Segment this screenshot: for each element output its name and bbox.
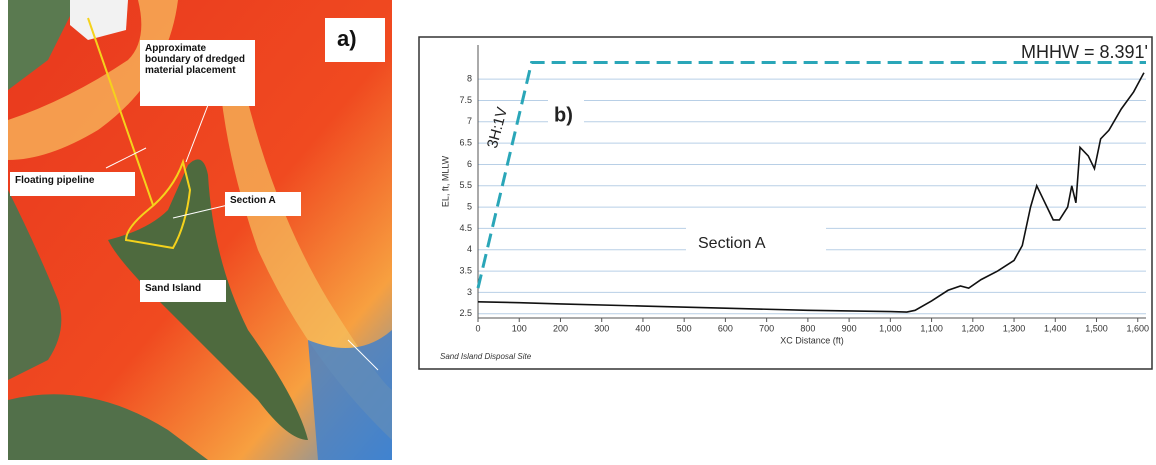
x-axis-label: XC Distance (ft) (780, 335, 844, 345)
x-tick-label: 500 (677, 323, 692, 333)
y-tick-label: 7 (467, 116, 472, 126)
y-tick-label: 3.5 (459, 265, 472, 275)
x-tick-label: 900 (842, 323, 857, 333)
x-tick-label: 1,100 (920, 323, 943, 333)
map-label: Approximate boundary of dredged material… (140, 40, 255, 106)
x-tick-label: 1,400 (1044, 323, 1067, 333)
y-tick-label: 4.5 (459, 223, 472, 233)
y-tick-label: 5.5 (459, 180, 472, 190)
y-tick-label: 6.5 (459, 137, 472, 147)
map-label: Floating pipeline (10, 172, 135, 196)
y-tick-label: 4 (467, 244, 472, 254)
y-tick-label: 5 (467, 201, 472, 211)
y-axis-label: EL, ft, MLLW (440, 155, 450, 207)
x-tick-label: 700 (759, 323, 774, 333)
x-tick-label: 200 (553, 323, 568, 333)
y-tick-label: 3 (467, 287, 472, 297)
x-tick-label: 1,600 (1126, 323, 1149, 333)
x-tick-label: 100 (512, 323, 527, 333)
annotation: Section A (698, 235, 766, 252)
chart: 2.5 3 3.5 4 4.5 5 5.5 6 6.5 7 7.5 8 0 100 200 300 400 500… (418, 36, 1154, 372)
map-panel: a) Approximate boundary of dredged mater… (8, 0, 392, 460)
x-tick-label: 1,300 (1003, 323, 1026, 333)
deep-water (308, 330, 392, 460)
page: a) Approximate boundary of dredged mater… (0, 0, 1156, 460)
panel-label: b) (554, 104, 573, 126)
x-tick-label: 400 (635, 323, 650, 333)
y-tick-label: 8 (467, 74, 472, 84)
panel-label: a) (325, 18, 385, 62)
y-tick-label: 6 (467, 159, 472, 169)
x-tick-label: 1,500 (1085, 323, 1108, 333)
y-tick-label: 7.5 (459, 95, 472, 105)
annotation: MHHW = 8.391' (1021, 42, 1148, 62)
map-label: Section A (225, 192, 301, 216)
footer: Sand Island Disposal Site (440, 352, 532, 361)
x-tick-label: 0 (475, 323, 480, 333)
map-label: Sand Island (140, 280, 226, 302)
x-tick-label: 300 (594, 323, 609, 333)
x-tick-label: 1,200 (962, 323, 985, 333)
chart-frame (419, 37, 1152, 369)
x-tick-label: 800 (800, 323, 815, 333)
y-tick-label: 2.5 (459, 308, 472, 318)
x-tick-label: 1,000 (879, 323, 902, 333)
x-tick-label: 600 (718, 323, 733, 333)
